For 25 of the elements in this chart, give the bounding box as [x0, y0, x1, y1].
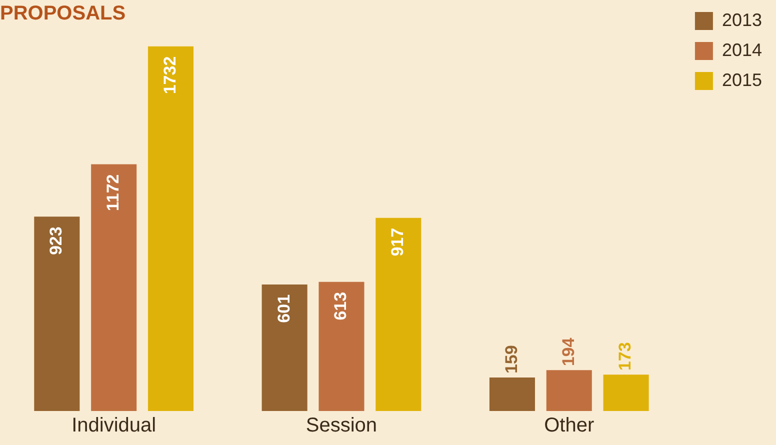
data-label: 613: [331, 292, 350, 320]
chart-title: PROPOSALS: [0, 2, 126, 25]
data-label: 923: [46, 226, 66, 256]
x-tick-label: Other: [544, 414, 594, 437]
bar: [546, 370, 592, 411]
bar: [318, 282, 364, 411]
bar: [91, 164, 137, 411]
data-label: 159: [502, 345, 521, 374]
data-label: 601: [274, 294, 294, 323]
data-label: 173: [616, 342, 635, 371]
x-tick-label: Session: [306, 414, 378, 437]
bar: [376, 218, 422, 411]
bar: [262, 284, 308, 411]
bar: [489, 378, 535, 411]
legend-label: 2013: [722, 10, 762, 30]
bar: [34, 216, 80, 411]
bar: [148, 46, 194, 411]
data-label: 917: [388, 228, 408, 256]
data-label: 194: [558, 337, 578, 366]
data-label: 1732: [160, 56, 180, 94]
data-label: 1172: [104, 174, 123, 212]
bar: [603, 374, 649, 411]
legend-label: 2014: [722, 40, 762, 60]
x-tick-label: Individual: [72, 414, 156, 437]
legend-label: 2015: [722, 70, 762, 90]
